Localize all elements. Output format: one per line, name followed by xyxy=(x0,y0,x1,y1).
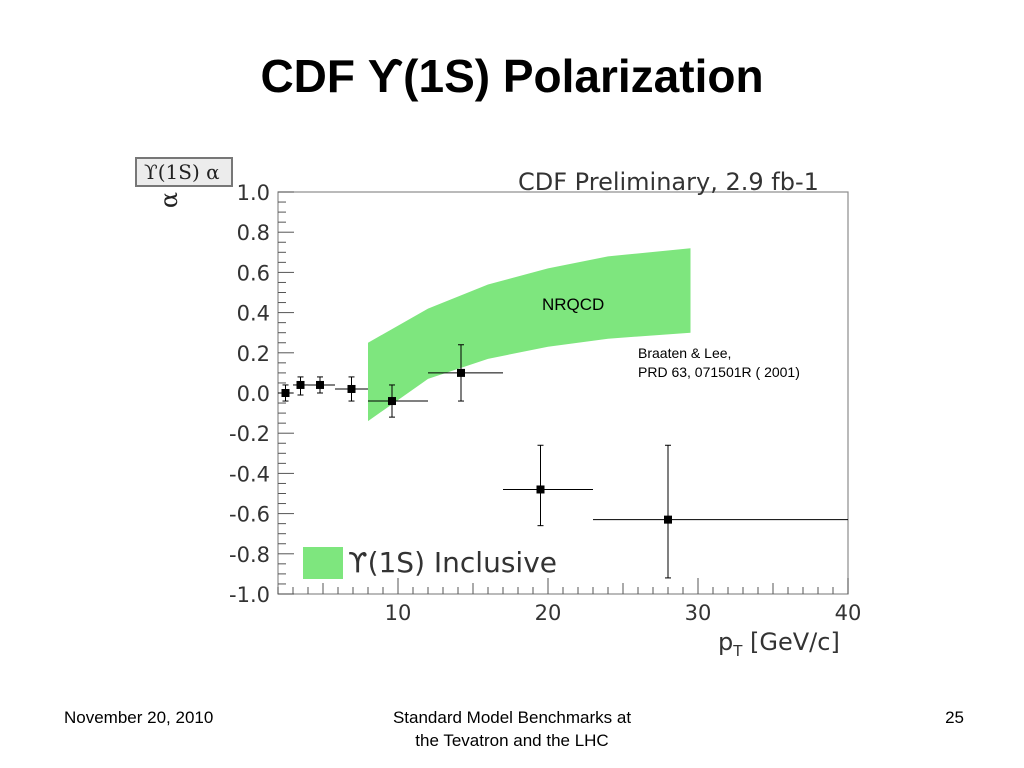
nrqcd-band xyxy=(368,248,691,422)
legend-swatch xyxy=(303,547,343,579)
annotation-line-2: PRD 63, 071501R ( 2001) xyxy=(638,364,800,380)
point-marker xyxy=(457,368,465,377)
point-marker xyxy=(664,515,672,524)
y-tick-label: -0.8 xyxy=(229,543,270,567)
data-points xyxy=(278,344,848,579)
y-tick-label: -0.4 xyxy=(229,462,270,486)
data-point xyxy=(503,444,593,527)
x-tick-label: 40 xyxy=(835,601,862,625)
axis-ticks: 1.0 0.8 0.6 0.4 0.2 0.0 -0.2 -0.4 -0.6 -0.8 -1.0 10… xyxy=(229,181,861,625)
chart-svg: ϒ(1S) α α CDF Preliminary, 2.9 fb-1 NRQC… xyxy=(135,157,861,660)
point-marker xyxy=(536,485,545,494)
annotation-line-1: Braaten & Lee, xyxy=(638,345,731,361)
y-tick-label: -1.0 xyxy=(229,583,270,607)
point-marker xyxy=(296,380,305,389)
data-point xyxy=(335,376,368,402)
polarization-chart: ϒ(1S) α α CDF Preliminary, 2.9 fb-1 NRQC… xyxy=(120,150,880,670)
y-tick-label: 0.6 xyxy=(237,261,270,285)
y-tick-label: 1.0 xyxy=(237,181,270,205)
nrqcd-band-group xyxy=(368,248,691,422)
y-tick-label: -0.6 xyxy=(229,503,270,527)
footer-date: November 20, 2010 xyxy=(64,708,214,727)
x-tick-label: 30 xyxy=(685,601,712,625)
y-tick-label: -0.2 xyxy=(229,422,270,446)
chart-title: CDF Preliminary, 2.9 fb-1 xyxy=(518,168,819,196)
x-tick-label: 10 xyxy=(385,601,412,625)
data-point xyxy=(278,384,293,402)
data-point xyxy=(293,376,308,396)
y-tick-label: 0.4 xyxy=(237,302,270,326)
data-point xyxy=(593,444,848,579)
footer-center-line-1: Standard Model Benchmarks at xyxy=(392,708,632,727)
y-axis-label: α xyxy=(155,192,183,208)
ylabel-box xyxy=(135,157,233,187)
data-point xyxy=(368,384,428,418)
plot-frame xyxy=(277,191,849,595)
point-marker xyxy=(281,389,290,397)
data-point xyxy=(308,376,335,394)
x-axis-label-sub: T xyxy=(732,642,743,660)
legend-label: ϒ(1S) Inclusive xyxy=(348,546,557,579)
data-point xyxy=(428,344,503,402)
footer-center: Standard Model Benchmarks at the Tevatro… xyxy=(332,706,692,752)
y-tick-label: 0.8 xyxy=(237,221,270,245)
y-tick-label: 0.0 xyxy=(237,382,270,406)
ylabel-box-text: ϒ(1S) α xyxy=(144,160,220,184)
x-axis-label: pT [GeV/c] xyxy=(718,628,840,660)
point-marker xyxy=(316,380,324,389)
page-number: 25 xyxy=(945,708,964,727)
band-label: NRQCD xyxy=(542,295,604,314)
x-tick-label: 20 xyxy=(535,601,562,625)
y-tick-label: 0.2 xyxy=(237,342,270,366)
footer-center-line-2: the Tevatron and the LHC xyxy=(415,731,609,750)
slide-title: CDF ϒ(1S) Polarization xyxy=(260,50,764,102)
x-axis-label-p: p xyxy=(718,628,733,656)
x-axis-label-unit: [GeV/c] xyxy=(742,628,839,656)
point-marker xyxy=(347,384,356,393)
point-marker xyxy=(388,397,396,406)
